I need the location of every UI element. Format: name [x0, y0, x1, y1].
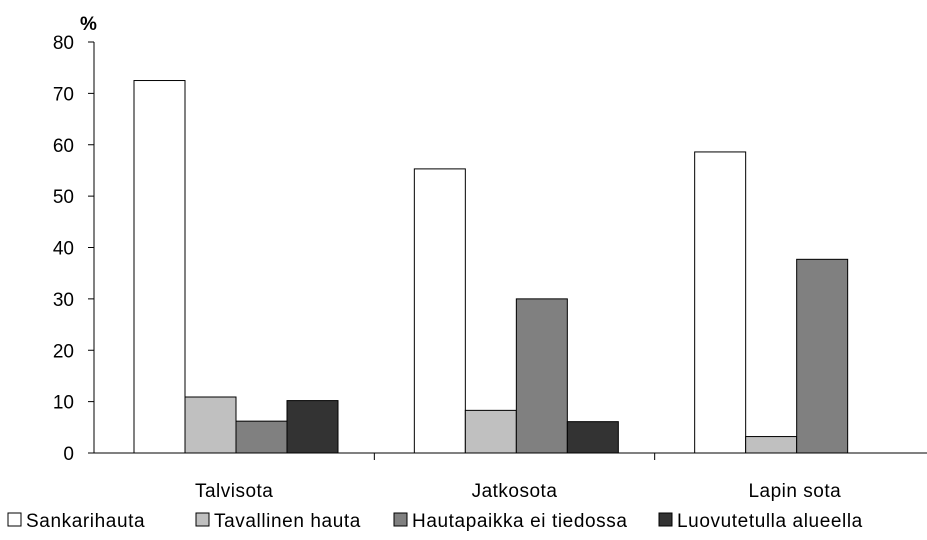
legend-swatch	[393, 512, 408, 527]
bar	[515, 298, 568, 454]
bar	[796, 258, 849, 454]
y-tick-label: 30	[53, 290, 74, 311]
bar	[694, 151, 747, 454]
legend-label: Hautapaikka ei tiedossa	[412, 511, 628, 532]
bars	[133, 80, 849, 454]
bar	[184, 396, 237, 454]
legend-label: Tavallinen hauta	[214, 511, 361, 532]
bar	[464, 409, 517, 454]
y-tick-label: 10	[53, 393, 74, 414]
legend-swatch	[195, 512, 210, 527]
y-tick-label: 70	[53, 84, 74, 105]
legend-swatch	[658, 512, 673, 527]
y-tick-label: 40	[53, 239, 74, 260]
y-tick-label: 80	[53, 33, 74, 54]
bar	[566, 421, 619, 454]
bar	[235, 420, 288, 454]
x-axis: Talvisota Jatkosota Lapin sota	[94, 452, 927, 502]
y-tick-label: 50	[53, 187, 74, 208]
y-axis: 0 10 20 30 40 50 60 70 80	[53, 33, 95, 465]
bar	[133, 80, 186, 454]
x-category-label: Lapin sota	[748, 481, 841, 502]
x-category-label: Talvisota	[195, 481, 273, 502]
y-tick-label: 0	[63, 444, 74, 465]
legend-label: Luovutetulla alueella	[677, 511, 863, 532]
bar	[286, 400, 339, 454]
legend-swatch	[7, 512, 22, 527]
legend-label: Sankarihauta	[26, 511, 145, 532]
y-tick-label: 20	[53, 341, 74, 362]
bar	[745, 436, 798, 454]
legend: Sankarihauta Tavallinen hauta Hautapaikka …	[7, 511, 863, 532]
x-category-label: Jatkosota	[472, 481, 558, 502]
y-tick-label: 60	[53, 136, 74, 157]
y-unit-label: %	[80, 14, 97, 35]
bar	[413, 168, 466, 454]
